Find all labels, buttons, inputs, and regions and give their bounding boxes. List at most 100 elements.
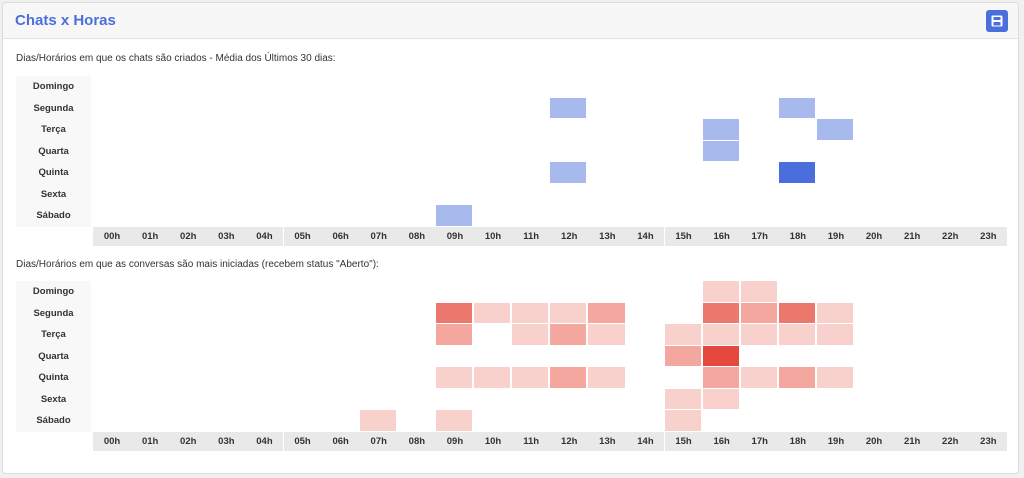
heatmap-cell <box>207 119 245 141</box>
heatmap-cell <box>893 410 931 432</box>
heatmap-cell <box>816 281 855 303</box>
heatmap-cell <box>131 162 169 184</box>
heatmap-cell <box>702 76 740 98</box>
heatmap-cell <box>474 388 512 410</box>
heatmap-cell <box>359 302 397 324</box>
heatmap-cell <box>550 302 588 324</box>
heatmap-cell <box>969 97 1007 119</box>
heatmap-cell <box>893 324 931 346</box>
heatmap-cell <box>931 119 969 141</box>
hour-label: 09h <box>435 431 474 451</box>
heatmap-cell <box>207 302 245 324</box>
heatmap-cell <box>778 162 817 184</box>
heatmap-cell <box>702 97 740 119</box>
heatmap-cell <box>664 162 702 184</box>
heatmap-cell <box>969 410 1007 432</box>
heatmap-cell <box>969 119 1007 141</box>
heatmap-cell <box>245 324 283 346</box>
heatmap-cell <box>283 388 321 410</box>
heatmap-cell <box>169 205 207 227</box>
day-label: Quarta <box>16 345 91 367</box>
hour-label: 05h <box>283 226 322 246</box>
heatmap-cell <box>283 345 321 367</box>
heatmap-cell <box>207 183 245 205</box>
card-header: Chats x Horas <box>3 3 1018 39</box>
section2-caption: Dias/Horários em que as conversas são ma… <box>16 259 379 270</box>
heatmap-cell <box>778 97 817 119</box>
heatmap-cell <box>893 281 931 303</box>
heatmap-cell <box>435 367 474 389</box>
heatmap-cell <box>664 140 702 162</box>
heatmap-cell <box>931 410 969 432</box>
heatmap-cell <box>664 345 702 367</box>
heatmap-cell <box>893 367 931 389</box>
heatmap-cell <box>816 205 855 227</box>
day-label: Terça <box>16 119 91 141</box>
heatmap-cell <box>359 97 397 119</box>
heatmap-cell <box>397 205 436 227</box>
heatmap-cell <box>740 119 778 141</box>
heatmap-cell <box>588 388 626 410</box>
day-label: Sexta <box>16 183 91 205</box>
heatmap-cell <box>512 76 550 98</box>
heatmap-cell <box>321 162 359 184</box>
heatmap-cell <box>131 410 169 432</box>
heatmap-cell <box>93 388 131 410</box>
heatmap-cell <box>169 367 207 389</box>
heatmap-cell <box>740 367 778 389</box>
heatmap-cell <box>131 324 169 346</box>
heatmap-cell <box>169 324 207 346</box>
day-label: Sábado <box>16 410 91 432</box>
heatmap-cell <box>626 281 664 303</box>
heatmap-cell <box>702 183 740 205</box>
heatmap-cell <box>969 205 1007 227</box>
heatmap-cell <box>512 345 550 367</box>
heatmap-cell <box>550 345 588 367</box>
hour-label: 11h <box>512 431 551 451</box>
heatmap-cell <box>550 324 588 346</box>
heatmap-cell <box>474 97 512 119</box>
heatmap-cell <box>664 302 702 324</box>
heatmap-cell <box>816 367 855 389</box>
hour-label: 15h <box>664 431 703 451</box>
heatmap-cell <box>283 97 321 119</box>
heatmap-cell <box>512 162 550 184</box>
day-label: Quarta <box>16 140 91 162</box>
heatmap-cell <box>626 162 664 184</box>
heatmap-cell <box>207 205 245 227</box>
heatmap-cell <box>969 302 1007 324</box>
heatmap-cell <box>397 324 436 346</box>
heatmap-cell <box>740 388 778 410</box>
save-button[interactable] <box>986 10 1008 32</box>
hour-label: 20h <box>855 431 894 451</box>
heatmap-cell <box>512 281 550 303</box>
heatmap-cell <box>435 140 474 162</box>
heatmap-cell <box>435 302 474 324</box>
heatmap-cell <box>321 324 359 346</box>
heatmap-cell <box>550 281 588 303</box>
heatmap-cell <box>93 281 131 303</box>
heatmap-cell <box>321 388 359 410</box>
heatmap-cell <box>474 367 512 389</box>
heatmap-cell <box>931 388 969 410</box>
heatmap-cell <box>474 183 512 205</box>
heatmap-cell <box>93 367 131 389</box>
heatmap-cell <box>131 367 169 389</box>
heatmap-cell <box>474 76 512 98</box>
heatmap-cell <box>740 162 778 184</box>
day-label: Quinta <box>16 162 91 184</box>
heatmap-cell <box>855 183 893 205</box>
heatmap-cell <box>588 162 626 184</box>
heatmap-cell <box>359 345 397 367</box>
heatmap-cell <box>626 76 664 98</box>
heatmap-cell <box>359 205 397 227</box>
heatmap-cell <box>321 183 359 205</box>
heatmap-cell <box>740 324 778 346</box>
heatmap-cell <box>778 76 817 98</box>
hour-label: 15h <box>664 226 703 246</box>
heatmap-cell <box>931 97 969 119</box>
heatmap-cell <box>474 140 512 162</box>
heatmap-cell <box>283 76 321 98</box>
heatmap-cell <box>816 302 855 324</box>
heatmap-cell <box>969 324 1007 346</box>
